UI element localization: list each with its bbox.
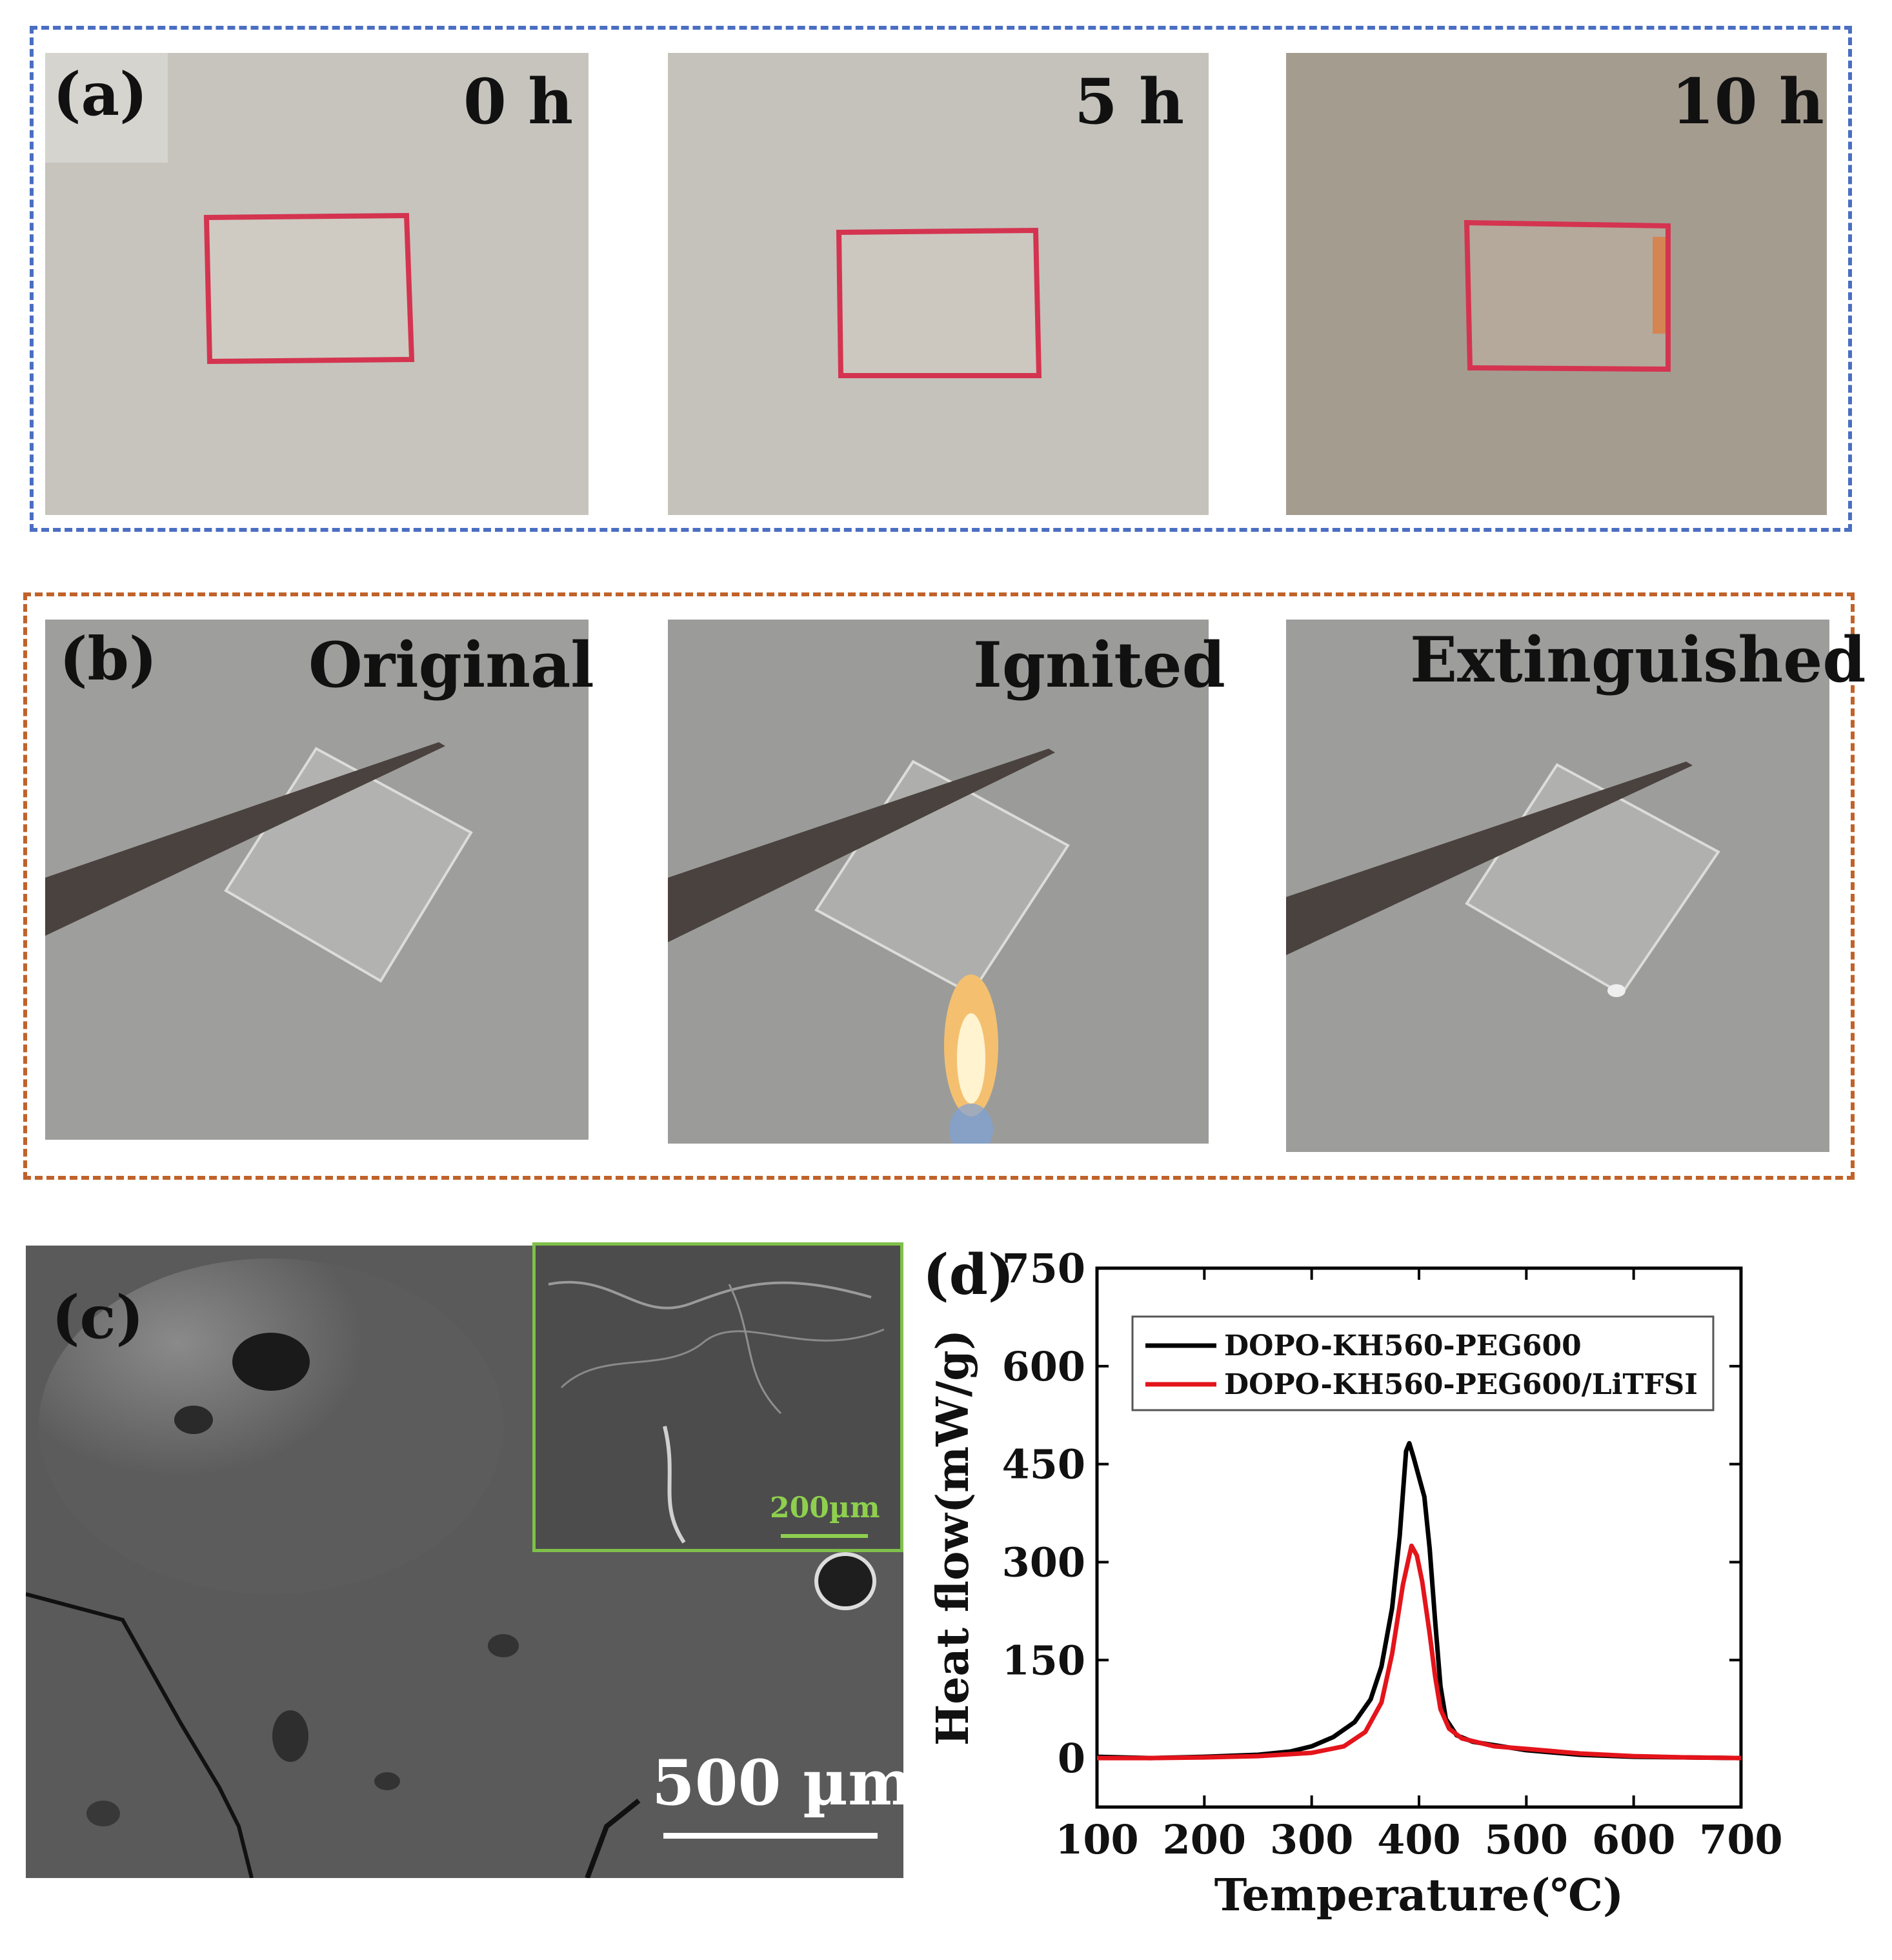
x-tick-label: 100 — [1055, 1816, 1138, 1863]
x-tick-label: 500 — [1485, 1816, 1568, 1863]
y-tick-label: 0 — [1058, 1735, 1085, 1782]
series-line-2 — [1097, 1543, 1742, 1761]
time-label-0h: 0 h — [463, 65, 574, 138]
legend-label-2: DOPO-KH560-PEG600/LiTFSI — [1224, 1368, 1698, 1401]
y-tick-label: 150 — [1002, 1637, 1085, 1684]
x-tick-label: 300 — [1270, 1816, 1353, 1863]
photo-original — [45, 620, 589, 1140]
photo-0h — [45, 53, 589, 515]
panel-b-letter: (b) — [59, 624, 157, 694]
photo-ignited — [668, 620, 1209, 1144]
state-label-extinguished: Extinguished — [1410, 623, 1866, 696]
panel-c-letter: (c) — [52, 1282, 145, 1352]
photo-5h — [668, 53, 1209, 515]
dsc-chart: 100 200 300 400 500 600 700 0 150 300 450 600 750 DO… — [923, 1242, 1783, 1921]
y-axis-title: Heat flow(mW/g) — [927, 1329, 979, 1746]
panel-b-frame — [23, 592, 1855, 1180]
x-tick-label: 600 — [1592, 1816, 1675, 1863]
photo-extinguished — [1286, 620, 1829, 1152]
y-tick-label: 450 — [1002, 1441, 1085, 1488]
main-scale-label: 500 µm — [652, 1746, 914, 1819]
inset-scale-label: 200µm — [770, 1491, 880, 1524]
y-tick-label: 300 — [1002, 1539, 1085, 1586]
x-tick-label: 200 — [1163, 1816, 1246, 1863]
panel-a-letter: (a) — [53, 59, 148, 129]
photo-10h — [1286, 53, 1827, 515]
time-label-10h: 10 h — [1671, 65, 1824, 138]
x-axis-title: Temperature(℃) — [1214, 1870, 1624, 1921]
main-scale-bar — [663, 1833, 878, 1839]
x-tick-label: 400 — [1377, 1816, 1460, 1863]
legend-box — [1131, 1315, 1715, 1411]
y-tick-label: 600 — [1002, 1343, 1085, 1390]
inset-scale-bar — [781, 1534, 868, 1538]
panel-d-letter: (d) — [923, 1242, 1014, 1308]
state-label-ignited: Ignited — [973, 629, 1225, 702]
panel-a-frame — [30, 26, 1852, 532]
x-tick-label: 700 — [1699, 1816, 1782, 1863]
sem-inset-image — [532, 1242, 903, 1552]
time-label-5h: 5 h — [1074, 65, 1185, 138]
legend-label-1: DOPO-KH560-PEG600 — [1224, 1329, 1582, 1362]
y-tick-label: 750 — [1002, 1245, 1085, 1292]
state-label-original: Original — [308, 629, 594, 702]
series-line-1 — [1096, 1440, 1742, 1761]
